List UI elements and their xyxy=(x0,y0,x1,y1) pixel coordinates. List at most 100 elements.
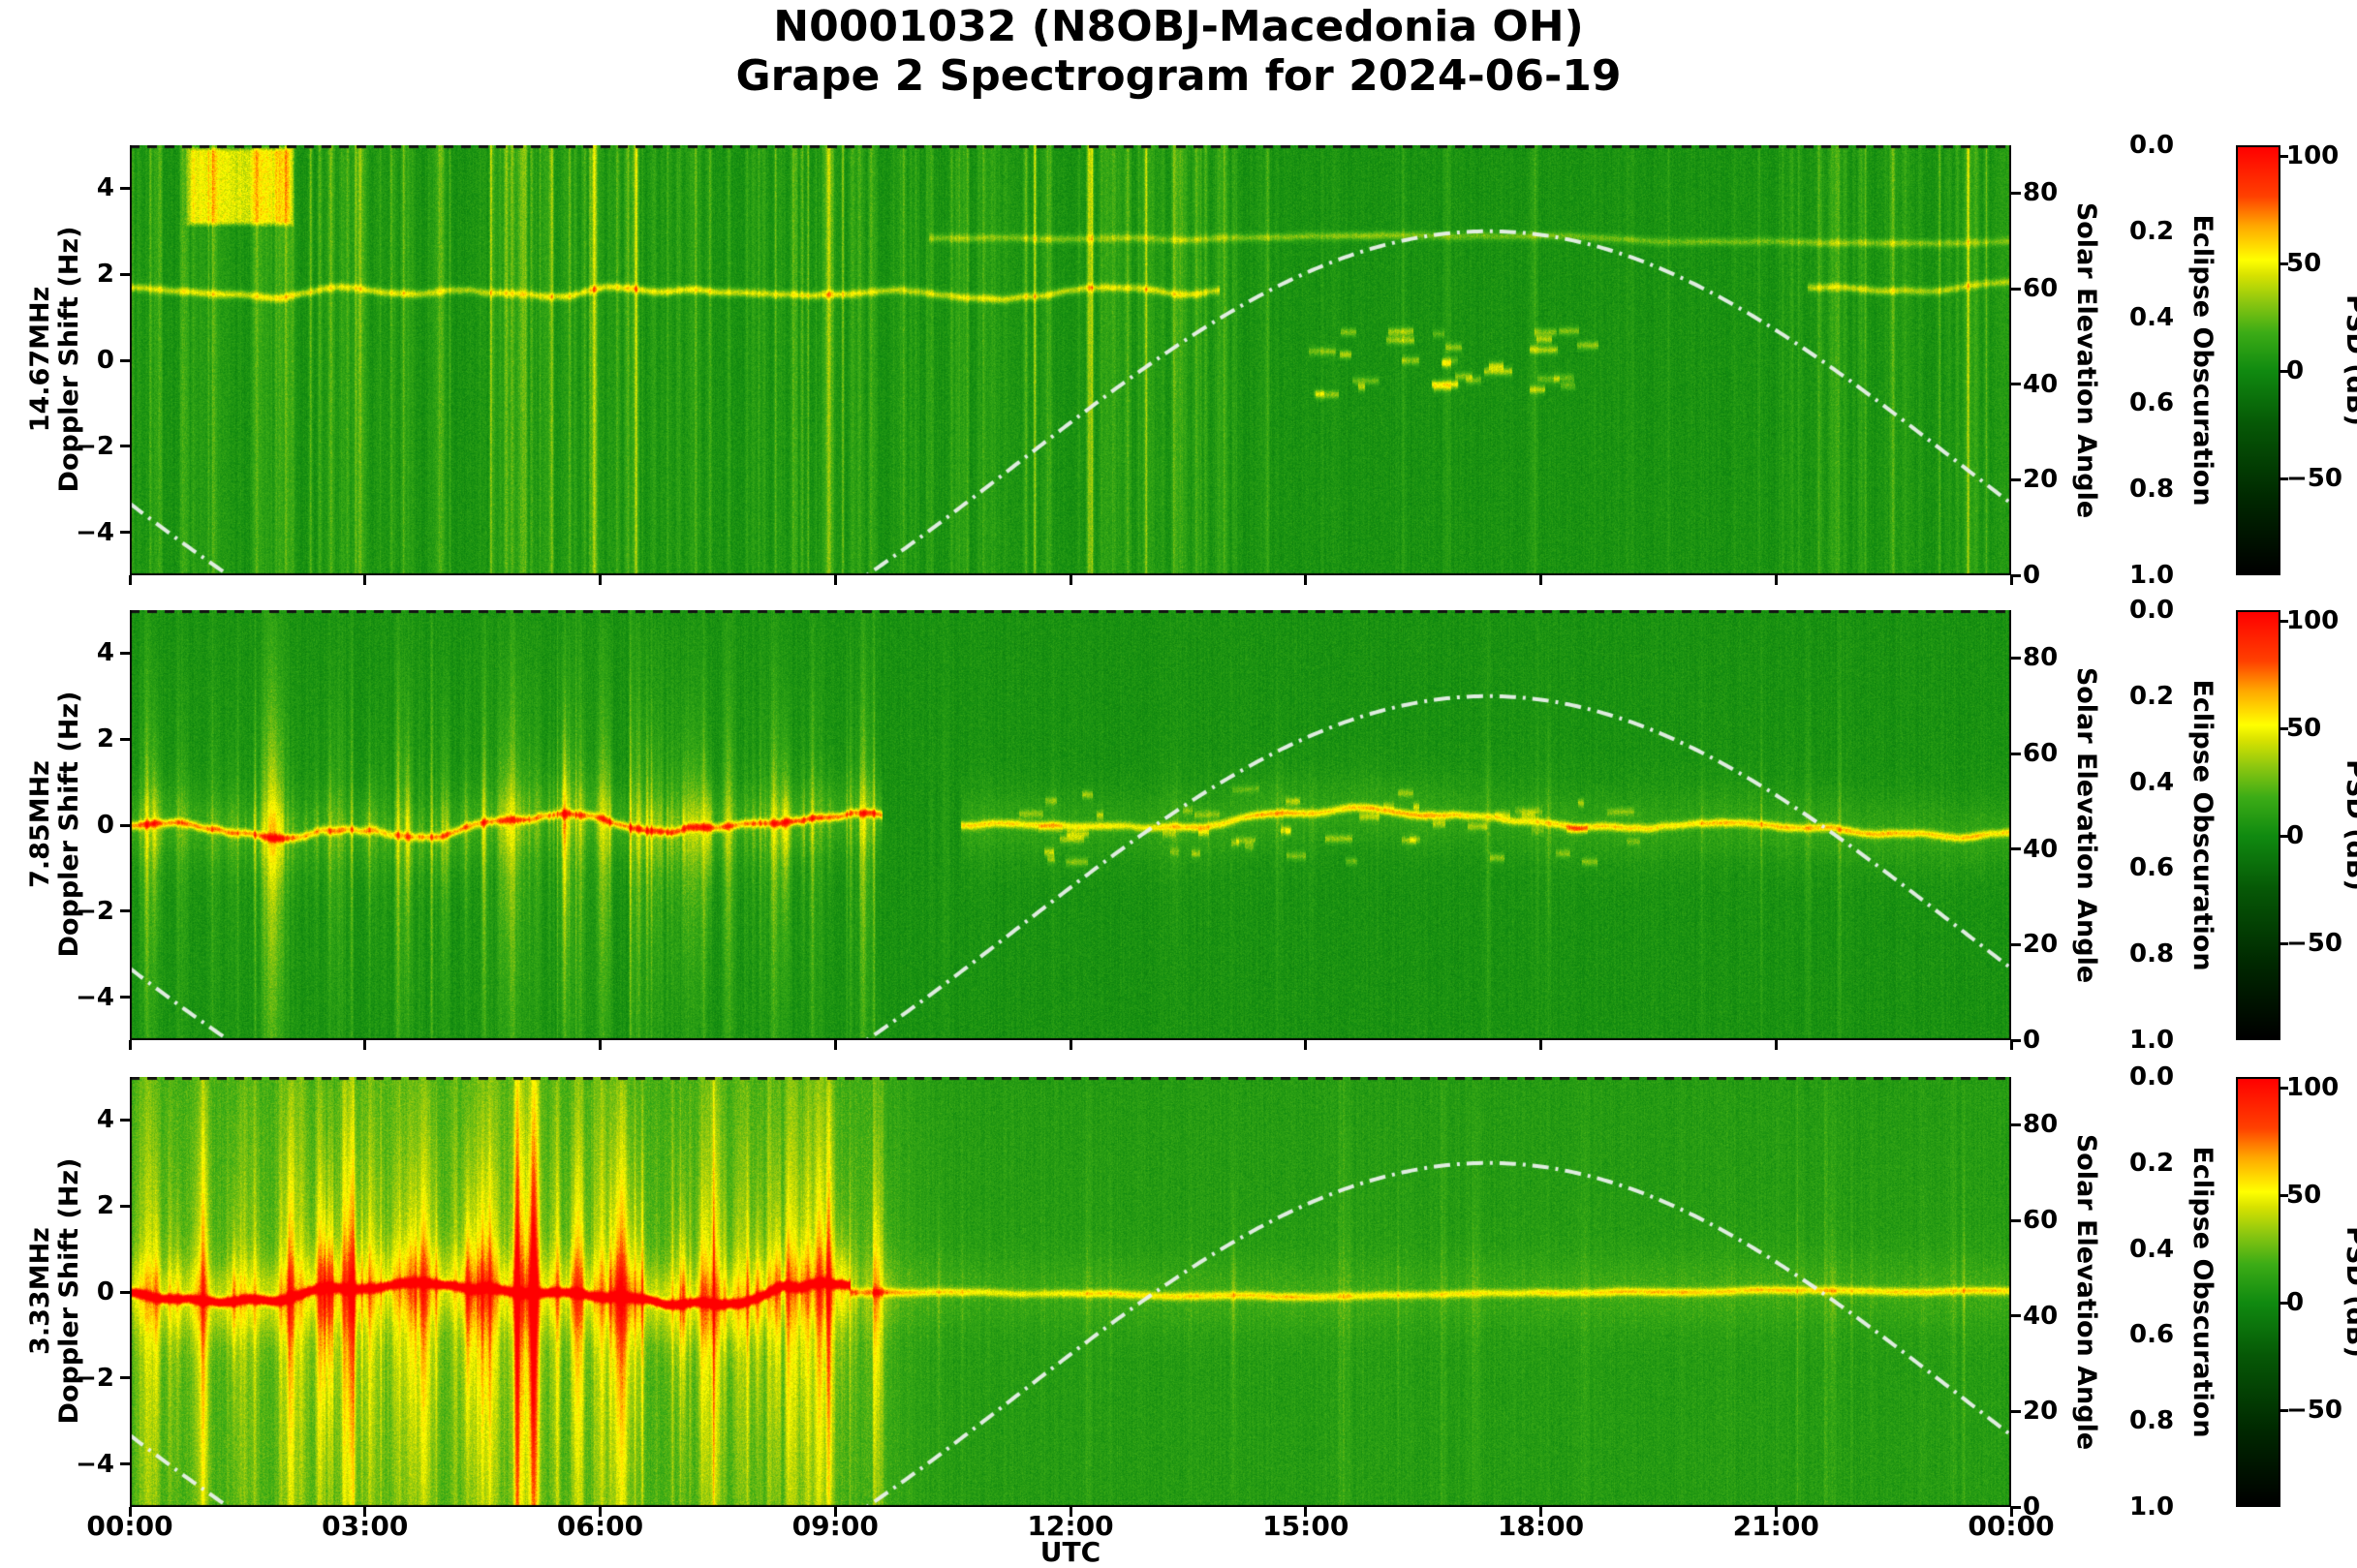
y-tick-label: 0 xyxy=(96,346,114,375)
eclipse-axis-label: Eclipse Obscuration xyxy=(2187,214,2217,507)
tick-mark xyxy=(2009,1507,2013,1517)
eclipse-tick-label: 0.0 xyxy=(2129,131,2175,160)
panel-3-33mhz: 3.33MHz Doppler Shift (Hz) 4 2 0 −2 −4 80 60 4… xyxy=(0,1062,2357,1522)
eclipse-tick-labels: 0.0 0.2 0.4 0.6 0.8 1.0 xyxy=(2129,596,2193,1055)
tick-mark xyxy=(2280,261,2288,265)
tick-mark xyxy=(2011,1314,2021,1318)
tick-mark xyxy=(2011,847,2021,851)
solar-tick-label: 60 xyxy=(2023,273,2059,303)
tick-mark xyxy=(599,1507,602,1517)
tick-mark xyxy=(2011,191,2021,195)
psd-tick-label: 100 xyxy=(2286,606,2340,636)
psd-tick-label: 50 xyxy=(2286,714,2322,744)
tick-mark xyxy=(2011,1409,2021,1413)
x-tick-label: 00:00 xyxy=(86,1510,173,1542)
spectrogram-canvas xyxy=(130,1077,2011,1507)
x-tick-label: 00:00 xyxy=(1968,1510,2055,1542)
tick-mark xyxy=(2280,477,2288,480)
solar-tick-label: 0 xyxy=(2023,1492,2041,1522)
eclipse-tick-label: 0.4 xyxy=(2129,767,2175,797)
psd-tick-labels: 100 50 0 −50 xyxy=(2286,1073,2354,1507)
x-tick-labels: 00:00 03:00 06:00 09:00 12:00 15:00 18:00 21:00… xyxy=(86,1510,2054,1542)
solar-tick-label: 20 xyxy=(2023,465,2059,495)
tick-mark xyxy=(2011,1218,2021,1222)
tick-mark xyxy=(2280,834,2288,838)
tick-mark xyxy=(2280,1301,2288,1305)
solar-axis-label: Solar Elevation Angle xyxy=(2071,201,2101,519)
y-tick-label: 2 xyxy=(96,260,114,290)
psd-colorbar xyxy=(2236,610,2280,1040)
psd-colorbar xyxy=(2236,1077,2280,1507)
tick-mark xyxy=(128,1040,132,1050)
tick-mark xyxy=(2011,1505,2021,1509)
x-tick-label: 18:00 xyxy=(1497,1510,1585,1542)
tick-mark xyxy=(2011,942,2021,946)
y-tick-label: −4 xyxy=(76,1449,114,1479)
tick-mark xyxy=(2009,1040,2013,1050)
spectrogram-canvas xyxy=(130,610,2011,1040)
tick-mark xyxy=(833,575,837,585)
tick-mark xyxy=(120,996,130,999)
tick-mark xyxy=(2280,1193,2288,1197)
psd-axis-label: PSD (dB) xyxy=(2341,759,2357,891)
eclipse-tick-label: 0.2 xyxy=(2129,1148,2175,1178)
y-tick-labels: 4 2 0 −2 −4 xyxy=(0,1077,122,1507)
psd-colorbar xyxy=(2236,145,2280,575)
eclipse-tick-label: 0.2 xyxy=(2129,681,2175,711)
x-tick-label: 09:00 xyxy=(791,1510,879,1542)
tick-mark xyxy=(833,1507,837,1517)
eclipse-tick-label: 0.6 xyxy=(2129,388,2175,418)
solar-tick-label: 20 xyxy=(2023,1397,2059,1427)
tick-mark xyxy=(1304,1040,1308,1050)
solar-axis-label: Solar Elevation Angle xyxy=(2071,666,2101,984)
tick-mark xyxy=(2011,752,2021,755)
solar-tick-label: 20 xyxy=(2023,930,2059,960)
tick-mark xyxy=(2280,1408,2288,1412)
eclipse-axis-label: Eclipse Obscuration xyxy=(2187,1146,2217,1438)
psd-tick-label: −50 xyxy=(2286,1396,2342,1426)
tick-mark xyxy=(2011,573,2021,577)
tick-mark xyxy=(2011,1038,2021,1042)
tick-mark xyxy=(1539,1040,1542,1050)
tick-mark xyxy=(120,272,130,276)
y-tick-label: −2 xyxy=(76,896,114,926)
tick-mark xyxy=(120,737,130,741)
panel-7-85mhz: 7.85MHz Doppler Shift (Hz) 4 2 0 −2 −4 80 60 4… xyxy=(0,596,2357,1055)
tick-mark xyxy=(363,1507,367,1517)
tick-mark xyxy=(1774,1040,1778,1050)
tick-mark xyxy=(1069,1507,1072,1517)
tick-mark xyxy=(2011,656,2021,660)
tick-mark xyxy=(1774,1507,1778,1517)
solar-tick-labels: 80 60 40 20 0 xyxy=(2023,610,2081,1055)
eclipse-tick-label: 0.6 xyxy=(2129,1320,2175,1350)
psd-tick-label: 0 xyxy=(2286,356,2305,386)
psd-tick-label: −50 xyxy=(2286,464,2342,494)
x-tick-label: 21:00 xyxy=(1732,1510,1819,1542)
y-tick-label: 2 xyxy=(96,724,114,754)
psd-tick-labels: 100 50 0 −50 xyxy=(2286,606,2354,1040)
tick-mark xyxy=(120,358,130,362)
title-line-1: N0001032 (N8OBJ-Macedonia OH) xyxy=(773,2,1584,51)
psd-tick-label: 100 xyxy=(2286,1073,2340,1103)
psd-tick-label: 0 xyxy=(2286,1288,2305,1318)
psd-tick-label: 50 xyxy=(2286,249,2322,279)
solar-tick-label: 40 xyxy=(2023,1301,2059,1331)
eclipse-tick-label: 0.0 xyxy=(2129,1062,2175,1091)
tick-mark xyxy=(120,1204,130,1208)
tick-mark xyxy=(128,575,132,585)
tick-mark xyxy=(120,651,130,655)
y-tick-labels: 4 2 0 −2 −4 xyxy=(0,145,122,575)
tick-mark xyxy=(120,186,130,190)
solar-tick-labels: 80 60 40 20 0 xyxy=(2023,145,2081,590)
spectrogram-canvas xyxy=(130,145,2011,575)
eclipse-tick-labels: 0.0 0.2 0.4 0.6 0.8 1.0 xyxy=(2129,131,2193,590)
tick-mark xyxy=(128,1507,132,1517)
psd-tick-label: 100 xyxy=(2286,141,2340,171)
eclipse-tick-label: 1.0 xyxy=(2129,1026,2175,1055)
tick-mark xyxy=(1774,575,1778,585)
tick-mark xyxy=(120,531,130,535)
solar-tick-labels: 80 60 40 20 0 xyxy=(2023,1077,2081,1522)
tick-mark xyxy=(2280,369,2288,373)
figure-title: N0001032 (N8OBJ-Macedonia OH) Grape 2 Sp… xyxy=(0,2,2357,101)
tick-mark xyxy=(1539,575,1542,585)
